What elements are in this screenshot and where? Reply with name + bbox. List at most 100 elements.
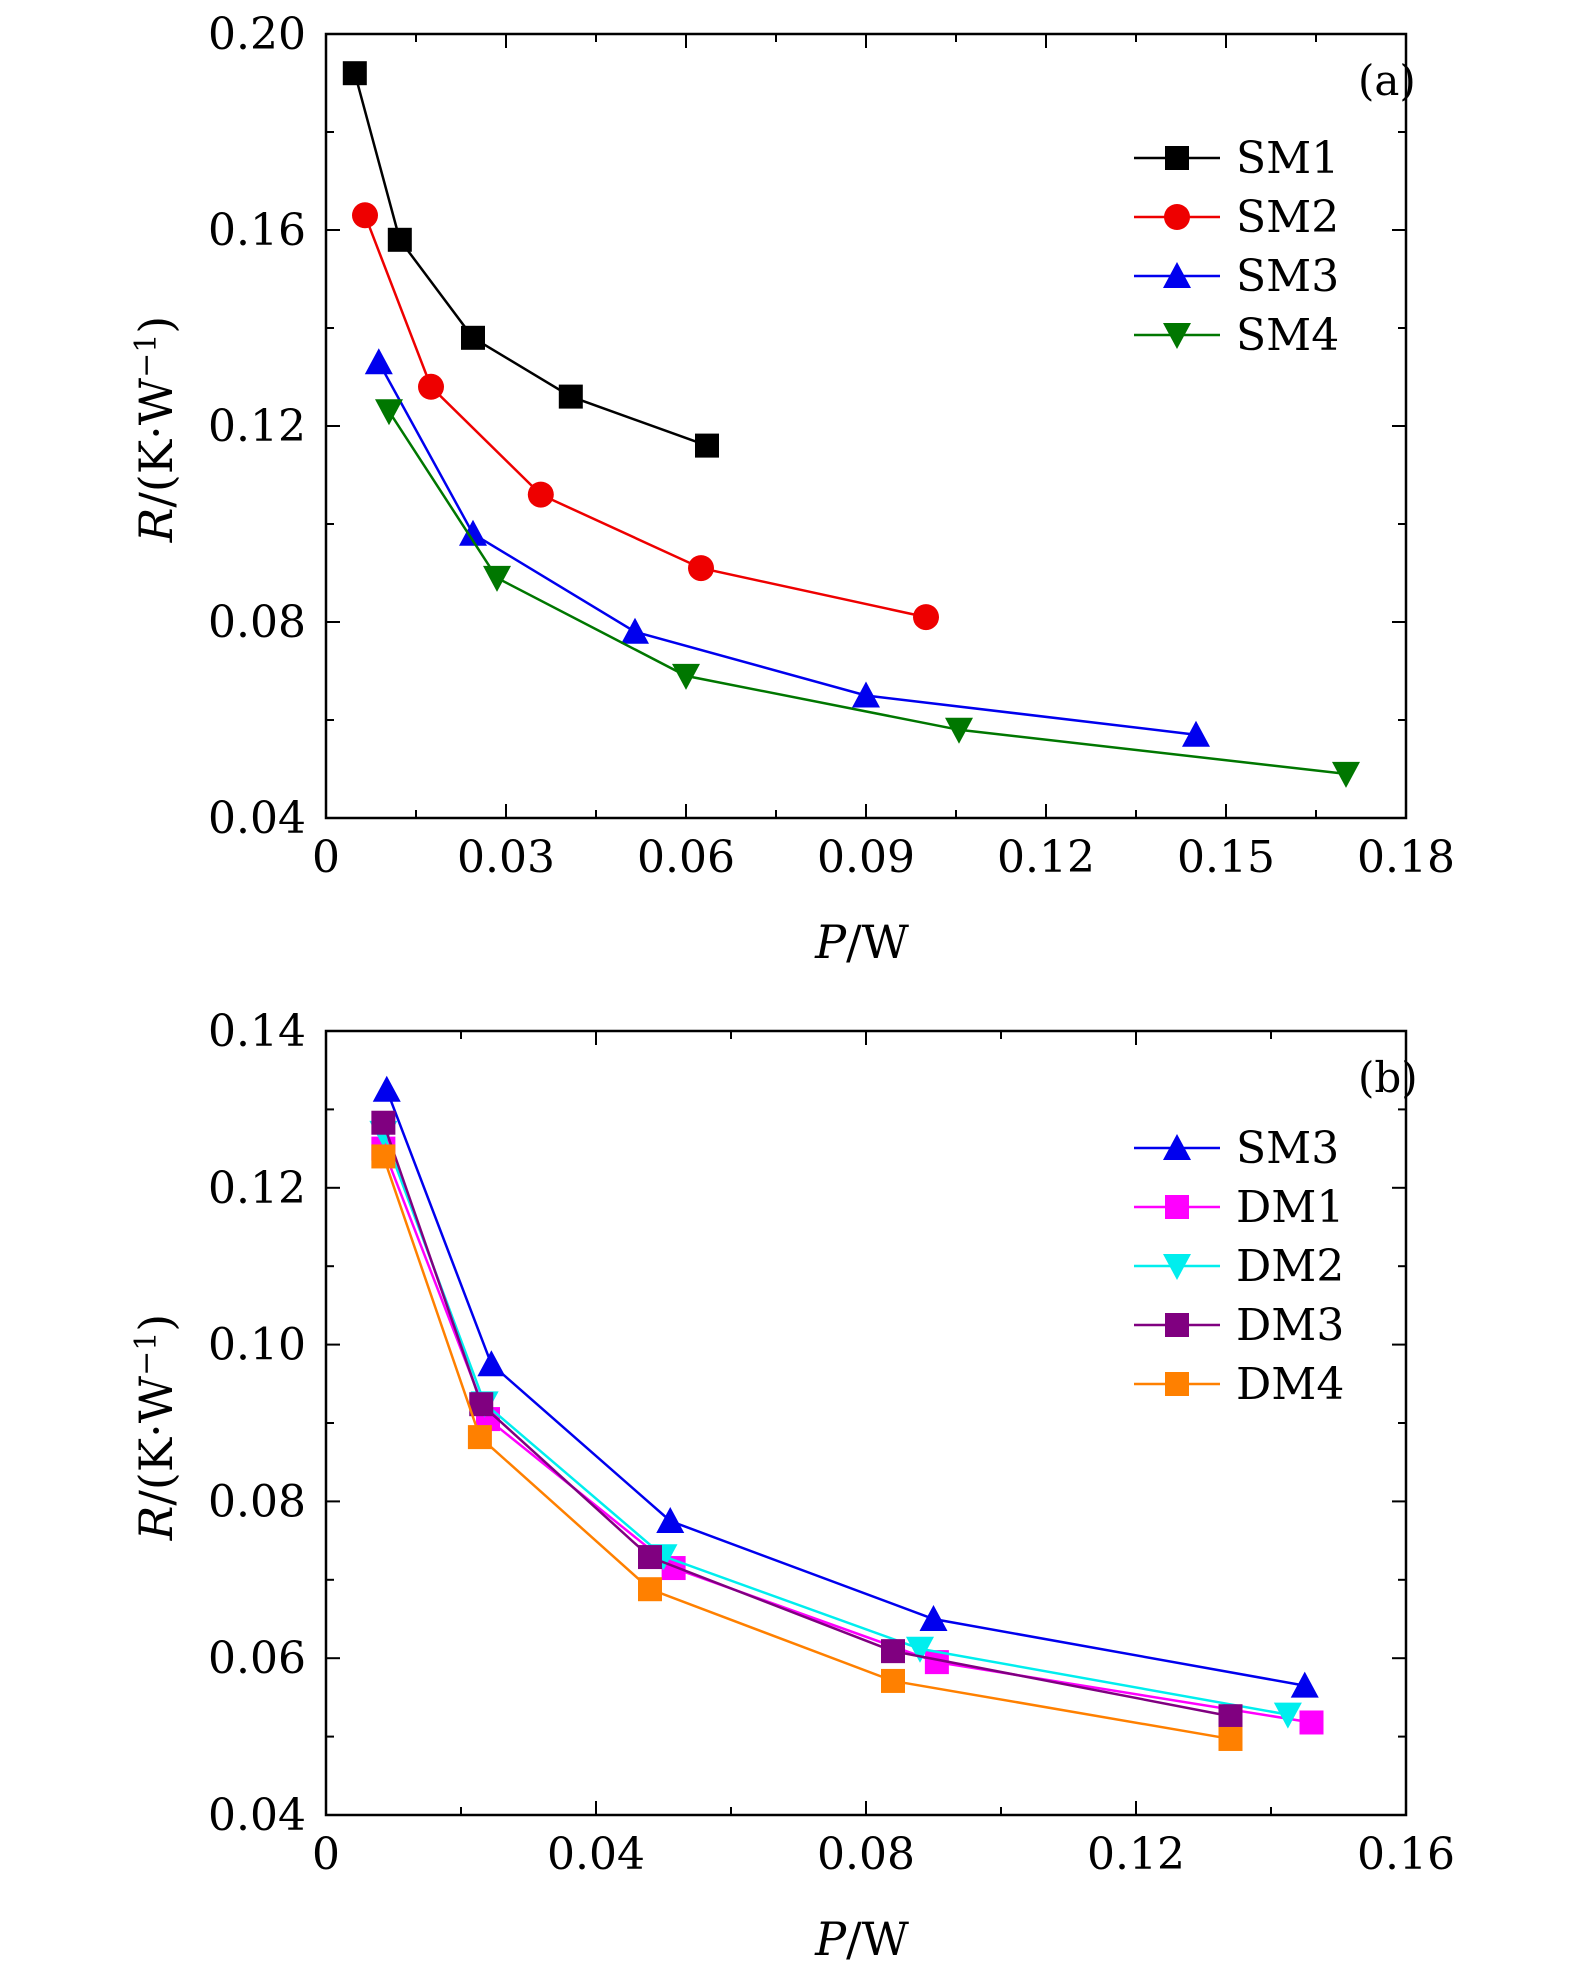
panel-b-series-dm2	[369, 1120, 1302, 1729]
sm3-legend-marker	[1163, 262, 1191, 288]
sm3-point	[1182, 720, 1210, 747]
sm4-point	[375, 399, 403, 426]
dm1-legend-marker	[1165, 1195, 1189, 1219]
panel-a: (a) P/W R/(K·W−1) 0 0.03 0.06 0.09 0.12 0.15 0…	[129, 9, 1455, 969]
dm2-legend-marker	[1163, 1254, 1191, 1280]
sm2-point	[527, 481, 554, 508]
panel-b-label: (b)	[1358, 1053, 1418, 1102]
sm3-point	[372, 1075, 401, 1102]
dm2-legend-label: DM2	[1236, 1241, 1344, 1292]
sm3-point	[364, 348, 393, 375]
panel-b-legend-dm1: DM1	[1134, 1182, 1344, 1233]
panel-b-y-tick-label: 0.12	[208, 1163, 306, 1214]
panel-a-x-tick-label: 0.15	[1177, 832, 1275, 883]
panel-a-x-var: P	[814, 915, 847, 969]
panel-b-x-var: P	[814, 1912, 847, 1966]
dm4-legend-marker	[1165, 1372, 1189, 1396]
panel-b-series-dm3	[371, 1110, 1243, 1729]
sm2-point	[688, 555, 714, 582]
panel-b-legend-dm4: DM4	[1134, 1359, 1344, 1410]
panel-b-legend-sm3: SM3	[1134, 1123, 1339, 1174]
panel-a-y-tick-label: 0.12	[208, 401, 306, 452]
panel-a-series-sm3	[364, 348, 1210, 747]
sm3-point	[477, 1350, 506, 1377]
panel-b-y-exp: −1	[129, 1332, 164, 1376]
sm4-legend-marker	[1163, 323, 1191, 349]
panel-b-series-dm1	[371, 1136, 1324, 1735]
sm3-point	[919, 1605, 948, 1631]
dm4-line	[382, 1156, 1231, 1741]
panel-a-x-tick-label: 0.03	[457, 832, 555, 883]
sm4-point	[672, 663, 700, 690]
dm3-legend-label: DM3	[1236, 1300, 1344, 1351]
panel-b-series-dm4	[371, 1144, 1243, 1751]
sm4-point	[483, 565, 511, 592]
dm3-point	[1218, 1704, 1243, 1729]
dm3-legend-marker	[1165, 1313, 1189, 1337]
panel-b-y-tick-label: 0.04	[208, 1790, 306, 1841]
sm3-legend-label: SM3	[1236, 1123, 1339, 1174]
panel-a-x-tick-label: 0.12	[997, 832, 1095, 883]
panel-a-x-axis-label: P/W	[814, 915, 909, 969]
dm4-point	[371, 1144, 396, 1169]
sm2-legend-marker	[1164, 204, 1190, 230]
sm1-point	[461, 325, 485, 350]
panel-b-x-unit: /W	[846, 1912, 909, 1966]
sm1-legend-marker	[1165, 146, 1189, 170]
sm3-legend-marker	[1163, 1134, 1191, 1160]
sm4-line	[387, 410, 1347, 776]
sm2-line	[363, 214, 927, 619]
dm2-line	[382, 1132, 1289, 1716]
dm3-point	[371, 1110, 396, 1135]
panel-b-x-tick-label: 0.04	[547, 1829, 645, 1880]
sm3-point	[852, 681, 880, 708]
panel-a-legend-sm3: SM3	[1134, 251, 1339, 302]
dm3-point	[469, 1392, 494, 1417]
sm3-point	[459, 519, 487, 546]
panel-b-legend-dm3: DM3	[1134, 1300, 1344, 1351]
panel-b-series-sm3	[372, 1075, 1319, 1698]
sm1-line	[353, 72, 708, 447]
sm3-point	[621, 617, 649, 644]
panel-b-x-axis-label: P/W	[814, 1912, 909, 1966]
panel-a-y-var: R	[129, 508, 183, 544]
panel-a-legend-sm2: SM2	[1134, 192, 1339, 243]
panel-a-legend-sm1: SM1	[1134, 133, 1339, 184]
panel-b-y-close: )	[129, 1314, 183, 1332]
panel-a-x-tick-label: 0.18	[1357, 832, 1455, 883]
panel-a-y-tick-label: 0.20	[208, 9, 306, 60]
panel-b-legend-dm2: DM2	[1134, 1241, 1344, 1292]
panel-a-x-tick-label: 0.06	[637, 832, 735, 883]
dm4-point	[1218, 1726, 1243, 1751]
sm3-point	[1290, 1671, 1319, 1698]
sm3-legend-label: SM3	[1236, 251, 1339, 302]
panel-b-y-tick-label: 0.06	[208, 1633, 306, 1684]
panel-a-x-tick-label: 0	[312, 832, 340, 883]
dm3-point	[638, 1545, 662, 1570]
panel-b-y-axis-label: R/(K·W−1)	[129, 1314, 183, 1542]
panel-b-x-tick-label: 0	[312, 1829, 340, 1880]
sm2-point	[418, 373, 444, 400]
panel-a-y-tick-label: 0.16	[208, 205, 306, 256]
sm3-point	[656, 1507, 685, 1533]
panel-b-y-var: R	[129, 1506, 183, 1542]
panel-b-y-tick-label: 0.08	[208, 1476, 306, 1527]
panel-a-x-unit: /W	[846, 915, 909, 969]
dm1-point	[1299, 1710, 1324, 1735]
dm4-point	[881, 1668, 905, 1693]
panel-a-y-tick-label: 0.08	[208, 597, 306, 648]
panel-a-y-close: )	[129, 316, 183, 334]
panel-b-x-tick-label: 0.16	[1357, 1829, 1455, 1880]
panel-b: (b) P/W R/(K·W−1) 0 0.04 0.08 0.12 0.160.040…	[129, 1006, 1455, 1966]
panel-b-y-tick-label: 0.10	[208, 1320, 306, 1371]
panel-a-y-unit: /(K·W	[129, 377, 183, 507]
sm4-legend-label: SM4	[1236, 310, 1339, 361]
panel-a-series-sm4	[375, 399, 1360, 788]
panel-a-series-sm1	[342, 61, 719, 458]
sm2-point	[913, 604, 939, 631]
sm3-line	[377, 361, 1197, 736]
sm1-legend-label: SM1	[1236, 133, 1339, 184]
dm3-point	[881, 1639, 905, 1664]
panel-b-x-tick-label: 0.08	[817, 1829, 915, 1880]
